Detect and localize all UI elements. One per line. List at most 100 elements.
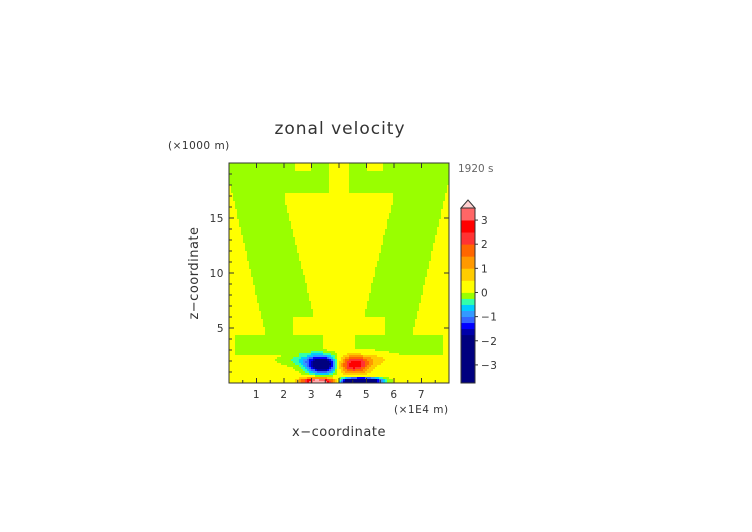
field-cell [319, 189, 322, 192]
field-cell [315, 201, 318, 204]
field-cell [229, 235, 232, 238]
field-cell [345, 201, 348, 204]
field-cell [311, 231, 314, 234]
field-cell [315, 179, 318, 182]
field-cell [447, 223, 449, 226]
field-cell [253, 171, 256, 174]
field-cell [239, 163, 242, 166]
field-cell [411, 225, 414, 228]
field-cell [395, 189, 398, 192]
field-cell [319, 245, 322, 248]
field-cell [401, 211, 404, 214]
field-cell [409, 237, 412, 240]
field-cell [359, 235, 362, 238]
field-cell [269, 225, 272, 228]
field-cell [287, 237, 290, 240]
field-cell [313, 171, 316, 174]
field-cell [229, 183, 232, 186]
field-cell [397, 187, 400, 190]
field-cell [403, 213, 406, 216]
field-cell [299, 207, 302, 210]
field-cell [243, 171, 246, 174]
field-cell [419, 175, 422, 178]
field-cell [413, 165, 416, 168]
field-cell [267, 223, 270, 226]
field-cell [365, 199, 368, 202]
field-cell [279, 179, 282, 182]
field-cell [277, 181, 280, 184]
field-cell [387, 215, 390, 218]
field-cell [431, 237, 434, 240]
field-cell [369, 203, 372, 206]
field-cell [443, 235, 446, 238]
field-cell [267, 249, 270, 252]
field-cell [415, 219, 418, 222]
field-cell [345, 167, 348, 170]
field-cell [427, 207, 430, 210]
field-cell [277, 233, 280, 236]
field-cell [337, 197, 340, 200]
field-cell [309, 235, 312, 238]
field-cell [427, 243, 430, 246]
field-cell [415, 179, 418, 182]
field-cell [253, 181, 256, 184]
field-cell [415, 207, 418, 210]
field-cell [441, 203, 444, 206]
field-cell [351, 221, 354, 224]
field-cell [271, 217, 274, 220]
field-cell [387, 183, 390, 186]
field-cell [291, 191, 294, 194]
field-cell [383, 189, 386, 192]
field-cell [299, 239, 302, 242]
field-cell [407, 221, 410, 224]
field-cell [381, 193, 384, 196]
field-cell [363, 197, 366, 200]
field-cell [415, 233, 418, 236]
field-cell [373, 181, 376, 184]
field-cell [425, 207, 428, 210]
field-cell [423, 197, 426, 200]
field-cell [421, 233, 424, 236]
field-cell [427, 189, 430, 192]
field-cell [321, 249, 324, 252]
field-cell [439, 241, 442, 244]
field-cell [335, 173, 338, 176]
field-cell [337, 169, 340, 172]
field-cell [279, 209, 282, 212]
field-cell [237, 171, 240, 174]
field-cell [329, 239, 332, 242]
field-cell [303, 211, 306, 214]
field-cell [315, 251, 318, 254]
field-cell [359, 179, 362, 182]
field-cell [401, 225, 404, 228]
field-cell [377, 189, 380, 192]
field-cell [367, 235, 370, 238]
field-cell [325, 251, 328, 254]
field-cell [239, 251, 242, 254]
field-cell [425, 239, 428, 242]
field-cell [401, 245, 404, 248]
field-cell [305, 241, 308, 244]
field-cell [235, 251, 238, 254]
field-cell [263, 177, 266, 180]
field-cell [339, 213, 342, 216]
field-cell [341, 169, 344, 172]
field-cell [319, 239, 322, 242]
field-cell [407, 239, 410, 242]
field-cell [403, 195, 406, 198]
field-cell [435, 235, 438, 238]
field-cell [413, 215, 416, 218]
field-cell [421, 167, 424, 170]
field-cell [349, 225, 352, 228]
field-cell [369, 167, 372, 170]
field-cell [315, 253, 318, 256]
field-cell [413, 223, 416, 226]
field-cell [257, 215, 260, 218]
field-cell [341, 241, 344, 244]
field-cell [311, 239, 314, 242]
field-cell [335, 181, 338, 184]
field-cell [241, 165, 244, 168]
field-cell [409, 217, 412, 220]
field-cell [367, 231, 370, 234]
field-cell [249, 233, 252, 236]
